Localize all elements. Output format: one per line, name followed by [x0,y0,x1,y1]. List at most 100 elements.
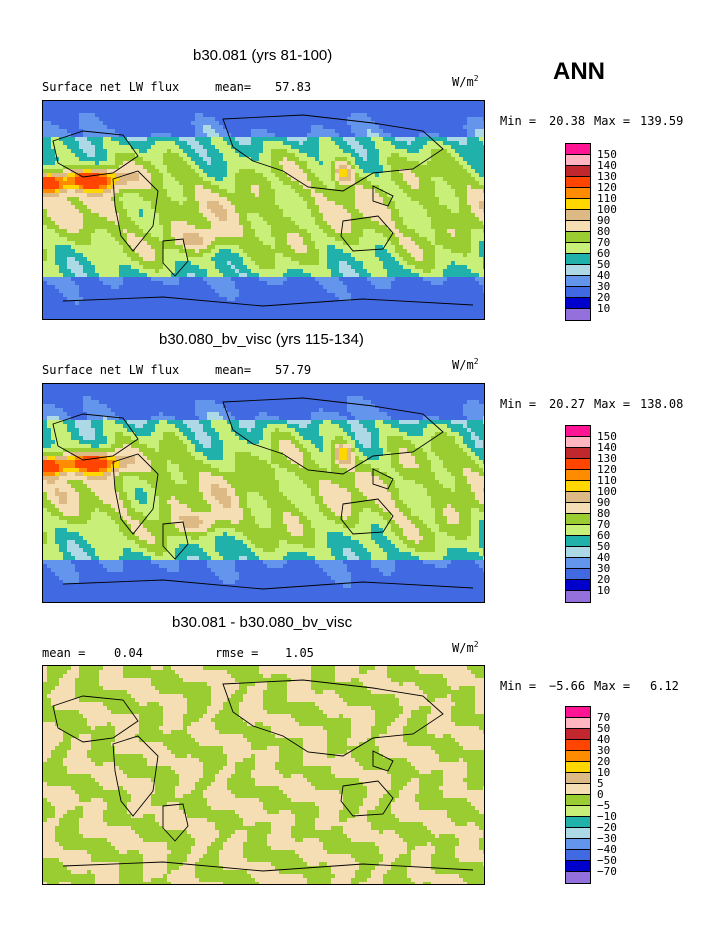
season-label: ANN [553,58,605,85]
colorbar-swatch [566,199,590,210]
colorbar-label: −20 [597,821,617,834]
colorbar-swatch [566,265,590,276]
colorbar-swatch [566,806,590,817]
colorbar-label: 110 [597,474,617,487]
colorbar-label: 20 [597,755,611,768]
colorbar-label: 100 [597,203,617,216]
colorbar-swatch [566,503,590,514]
colorbar-label: 40 [597,733,611,746]
colorbar-swatch [566,188,590,199]
colorbar-swatch [566,243,590,254]
colorbar-swatch [566,872,590,883]
colorbar-label: 50 [597,540,611,553]
colorbar-swatch [566,210,590,221]
colorbar-label: 90 [597,214,611,227]
colorbar-swatch [566,525,590,536]
colorbar-label: 80 [597,507,611,520]
panel-1-variable-label: Surface net LW flux [42,80,180,94]
colorbar-label: −70 [597,865,617,878]
colorbar-label: 90 [597,496,611,509]
panel-3-max-value: 6.12 [650,679,679,693]
panel-2-variable-label: Surface net LW flux [42,363,180,377]
colorbar-label: 20 [597,291,611,304]
panel-3-rmse-label: rmse = [215,646,259,660]
colorbar-swatch [566,762,590,773]
colorbar-swatch [566,784,590,795]
colorbar-label: 130 [597,170,617,183]
colorbar-label: 50 [597,258,611,271]
colorbar-swatch [566,448,590,459]
colorbar-label: −40 [597,843,617,856]
colorbar-swatch [566,795,590,806]
panel-1-units: W/m2 [452,74,479,89]
colorbar-label: 30 [597,280,611,293]
colorbar-swatch [566,144,590,155]
colorbar-swatch [566,177,590,188]
colorbar-label: 120 [597,181,617,194]
colorbar-label: −30 [597,832,617,845]
colorbar-swatch [566,817,590,828]
colorbar-swatch [566,839,590,850]
colorbar-label: −10 [597,810,617,823]
colorbar-swatch [566,155,590,166]
panel-3-colorbar-labels: 70 50 40 30 20 10 5 0 −5 −10 −20 −30 −40 −50 −70 [597,712,617,877]
panel-2-min-value: 20.27 [549,397,586,411]
panel-3-mean-value: 0.04 [114,646,143,660]
panel-2-colorbar [565,425,591,603]
colorbar-swatch [566,459,590,470]
colorbar-label: −50 [597,854,617,867]
colorbar-swatch [566,276,590,287]
colorbar-swatch [566,569,590,580]
panel-3-units: W/m2 [452,640,479,655]
colorbar-label: 70 [597,236,611,249]
panel-1-colorbar-labels: 150 140 130 120 110 100 90 80 70 60 50 40 30 20 10 [597,149,617,314]
colorbar-label: 5 [597,777,604,790]
colorbar-swatch [566,426,590,437]
colorbar-label: 60 [597,247,611,260]
colorbar-label: 140 [597,159,617,172]
colorbar-swatch [566,751,590,762]
panel-2-mean-label: mean= [215,363,252,377]
colorbar-label: 70 [597,711,611,724]
panel-1-min-label: Min = [500,114,537,128]
colorbar-swatch [566,232,590,243]
panel-3-map [42,665,485,885]
colorbar-swatch [566,492,590,503]
colorbar-label: 60 [597,529,611,542]
colorbar-swatch [566,437,590,448]
colorbar-swatch [566,547,590,558]
colorbar-swatch [566,536,590,547]
panel-3-rmse-value: 1.05 [285,646,314,660]
panel-2-map [42,383,485,603]
colorbar-swatch [566,470,590,481]
panel-3-min-value: −5.66 [549,679,586,693]
panel-2-title: b30.080_bv_visc (yrs 115-134) [159,331,364,348]
colorbar-label: 10 [597,766,611,779]
colorbar-swatch [566,481,590,492]
colorbar-label: 0 [597,788,604,801]
colorbar-swatch [566,514,590,525]
colorbar-label: 130 [597,452,617,465]
colorbar-label: 30 [597,562,611,575]
colorbar-swatch [566,221,590,232]
colorbar-label: 80 [597,225,611,238]
panel-3-max-label: Max = [594,679,631,693]
colorbar-swatch [566,718,590,729]
panel-1-min-value: 20.38 [549,114,586,128]
panel-3-min-label: Min = [500,679,537,693]
colorbar-label: 70 [597,518,611,531]
colorbar-label: 40 [597,269,611,282]
colorbar-label: 140 [597,441,617,454]
panel-2-max-value: 138.08 [640,397,684,411]
panel-1-max-label: Max = [594,114,631,128]
colorbar-label: 30 [597,744,611,757]
colorbar-swatch [566,298,590,309]
panel-1-title: b30.081 (yrs 81-100) [193,47,333,64]
colorbar-label: 150 [597,148,617,161]
colorbar-swatch [566,558,590,569]
colorbar-label: 100 [597,485,617,498]
colorbar-swatch [566,309,590,320]
colorbar-label: 20 [597,573,611,586]
colorbar-label: 110 [597,192,617,205]
colorbar-swatch [566,287,590,298]
